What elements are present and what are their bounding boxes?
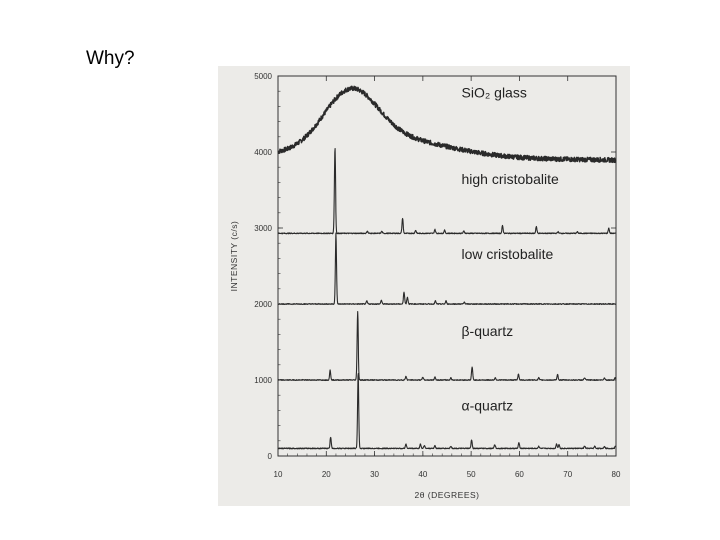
y-tick-label: 3000 (254, 224, 272, 233)
y-tick-label: 4000 (254, 148, 272, 157)
series-labels: SiO₂ glass high cristobalite low cristobal… (461, 84, 558, 413)
series-line-2 (277, 232, 617, 306)
y-tick-label: 2000 (254, 300, 272, 309)
x-tick-label: 70 (563, 470, 572, 479)
series-label-0: SiO₂ glass (461, 84, 526, 100)
traces (277, 85, 617, 450)
x-axis-label: 2θ (DEGREES) (414, 490, 479, 500)
slide-title: Why? (86, 48, 135, 69)
x-tick-label: 30 (370, 470, 379, 479)
x-tick-label: 60 (515, 470, 524, 479)
axes: 10 20 30 40 50 60 70 80 0 1000 2000 3000 4000 5000 (254, 72, 621, 479)
series-label-4: α-quartz (461, 397, 513, 413)
series-line-0 (277, 85, 617, 164)
y-tick-label: 0 (268, 452, 273, 461)
series-label-1: high cristobalite (461, 171, 558, 187)
plot-frame (277, 75, 617, 457)
series-line-4 (277, 373, 617, 450)
x-tick-label: 50 (467, 470, 476, 479)
x-tick-label: 20 (322, 470, 331, 479)
series-line-3 (277, 310, 617, 382)
series-label-3: β-quartz (461, 323, 513, 339)
y-tick-label: 5000 (254, 72, 272, 81)
y-axis-label: INTENSITY (c/s) (229, 221, 239, 292)
x-tick-label: 10 (274, 470, 283, 479)
y-tick-label: 1000 (254, 376, 272, 385)
x-tick-label: 80 (612, 470, 621, 479)
x-tick-label: 40 (418, 470, 427, 479)
series-line-1 (277, 147, 617, 235)
series-label-2: low cristobalite (461, 246, 553, 262)
